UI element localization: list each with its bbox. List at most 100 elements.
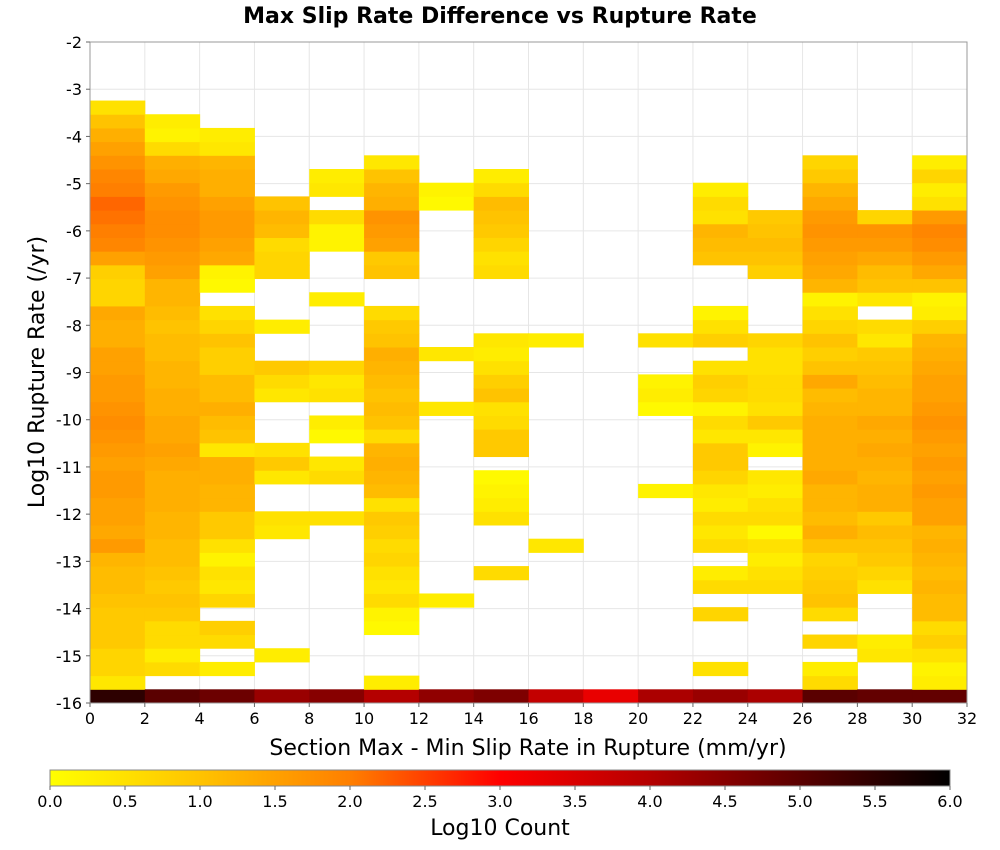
colorbar bbox=[49, 769, 951, 787]
heatmap-cell bbox=[857, 388, 913, 403]
heatmap-cell bbox=[912, 442, 968, 458]
heatmap-cell bbox=[90, 648, 146, 663]
heatmap-cell bbox=[199, 620, 255, 636]
heatmap-cell bbox=[857, 497, 913, 512]
heatmap-cell bbox=[144, 388, 201, 403]
heatmap-cell bbox=[802, 264, 858, 280]
heatmap-cell bbox=[364, 155, 420, 170]
heatmap-cell bbox=[473, 415, 529, 430]
heatmap-cell bbox=[144, 689, 201, 704]
heatmap-cell bbox=[90, 210, 146, 225]
heatmap-cell bbox=[692, 388, 749, 403]
heatmap-cell bbox=[473, 360, 529, 375]
heatmap-cell bbox=[857, 333, 913, 348]
heatmap-cell bbox=[90, 278, 146, 293]
heatmap-cell bbox=[90, 388, 146, 403]
heatmap-cell bbox=[857, 634, 913, 649]
heatmap-cell bbox=[528, 538, 584, 553]
heatmap-cell bbox=[802, 169, 858, 184]
y-tick-label: -12 bbox=[56, 505, 82, 524]
heatmap-cell bbox=[199, 251, 255, 266]
heatmap-cell bbox=[857, 689, 913, 704]
heatmap-cell bbox=[364, 470, 420, 485]
heatmap-cell bbox=[802, 319, 858, 334]
heatmap-cell bbox=[857, 223, 913, 238]
heatmap-cell bbox=[802, 360, 858, 375]
heatmap-cell bbox=[254, 210, 310, 225]
heatmap-cell bbox=[90, 442, 146, 458]
colorbar-tick-label: 1.5 bbox=[262, 792, 287, 811]
heatmap-cell bbox=[144, 374, 201, 389]
heatmap-cell bbox=[747, 511, 804, 526]
heatmap-cell bbox=[364, 388, 420, 403]
colorbar-tick-label: 3.0 bbox=[487, 792, 512, 811]
heatmap-cell bbox=[254, 223, 310, 238]
heatmap-cell bbox=[912, 169, 968, 184]
y-tick-label: -6 bbox=[66, 222, 82, 241]
heatmap-cell bbox=[912, 483, 968, 499]
heatmap-cell bbox=[912, 333, 968, 348]
heatmap-cell bbox=[199, 169, 255, 184]
heatmap-cell bbox=[912, 155, 968, 170]
x-tick-label: 22 bbox=[683, 709, 703, 728]
heatmap-cell bbox=[692, 579, 749, 594]
heatmap-cell bbox=[638, 689, 694, 704]
heatmap-cell bbox=[418, 689, 475, 704]
heatmap-cell bbox=[857, 525, 913, 540]
heatmap-cell bbox=[199, 538, 255, 553]
heatmap-cell bbox=[254, 689, 310, 704]
heatmap-cell bbox=[692, 442, 749, 458]
heatmap-cell bbox=[144, 210, 201, 225]
heatmap-cell bbox=[802, 292, 858, 307]
heatmap-cell bbox=[912, 210, 968, 225]
heatmap-cell bbox=[912, 579, 968, 594]
heatmap-cell bbox=[747, 237, 804, 252]
y-tick-label: -3 bbox=[66, 80, 82, 99]
heatmap-cell bbox=[90, 182, 146, 197]
heatmap-cell bbox=[912, 305, 968, 321]
heatmap-cell bbox=[692, 374, 749, 389]
heatmap-cell bbox=[254, 470, 310, 485]
heatmap-cell bbox=[418, 593, 475, 608]
heatmap-cell bbox=[912, 689, 968, 704]
heatmap-cell bbox=[747, 360, 804, 375]
heatmap-cell bbox=[90, 689, 146, 704]
heatmap-cell bbox=[747, 347, 804, 362]
heatmap-cell bbox=[254, 237, 310, 252]
heatmap-cell bbox=[309, 374, 365, 389]
heatmap-cell bbox=[254, 511, 310, 526]
heatmap-cell bbox=[199, 374, 255, 389]
heatmap-cell bbox=[912, 634, 968, 649]
x-tick-label: 20 bbox=[628, 709, 648, 728]
heatmap-cell bbox=[692, 525, 749, 540]
heatmap-cell bbox=[802, 374, 858, 389]
heatmap-cell bbox=[364, 223, 420, 238]
colorbar-tick-label: 5.0 bbox=[787, 792, 812, 811]
heatmap-cell bbox=[583, 689, 639, 704]
x-tick-label: 30 bbox=[902, 709, 922, 728]
heatmap-cell bbox=[144, 607, 201, 622]
heatmap-cell bbox=[144, 278, 201, 293]
heatmap-cell bbox=[90, 634, 146, 649]
heatmap-cell bbox=[364, 497, 420, 512]
heatmap-cell bbox=[144, 305, 201, 321]
heatmap-cell bbox=[747, 525, 804, 540]
heatmap-cell bbox=[912, 525, 968, 540]
heatmap-cell bbox=[364, 456, 420, 471]
heatmap-cell bbox=[309, 210, 365, 225]
heatmap-cell bbox=[309, 689, 365, 704]
y-tick-label: -10 bbox=[56, 411, 82, 430]
heatmap-cell bbox=[199, 305, 255, 321]
heatmap-cell bbox=[199, 347, 255, 362]
x-tick-label: 4 bbox=[195, 709, 205, 728]
heatmap-cell bbox=[199, 333, 255, 348]
y-tick-label: -8 bbox=[66, 316, 82, 335]
heatmap-cell bbox=[912, 237, 968, 252]
x-axis-label: Section Max - Min Slip Rate in Rupture (… bbox=[269, 736, 786, 761]
heatmap-cell bbox=[692, 401, 749, 416]
heatmap-cell bbox=[199, 319, 255, 334]
chart-title: Max Slip Rate Difference vs Rupture Rate bbox=[243, 4, 757, 29]
heatmap-cell bbox=[912, 347, 968, 362]
x-tick-label: 18 bbox=[573, 709, 593, 728]
heatmap-cell bbox=[638, 388, 694, 403]
